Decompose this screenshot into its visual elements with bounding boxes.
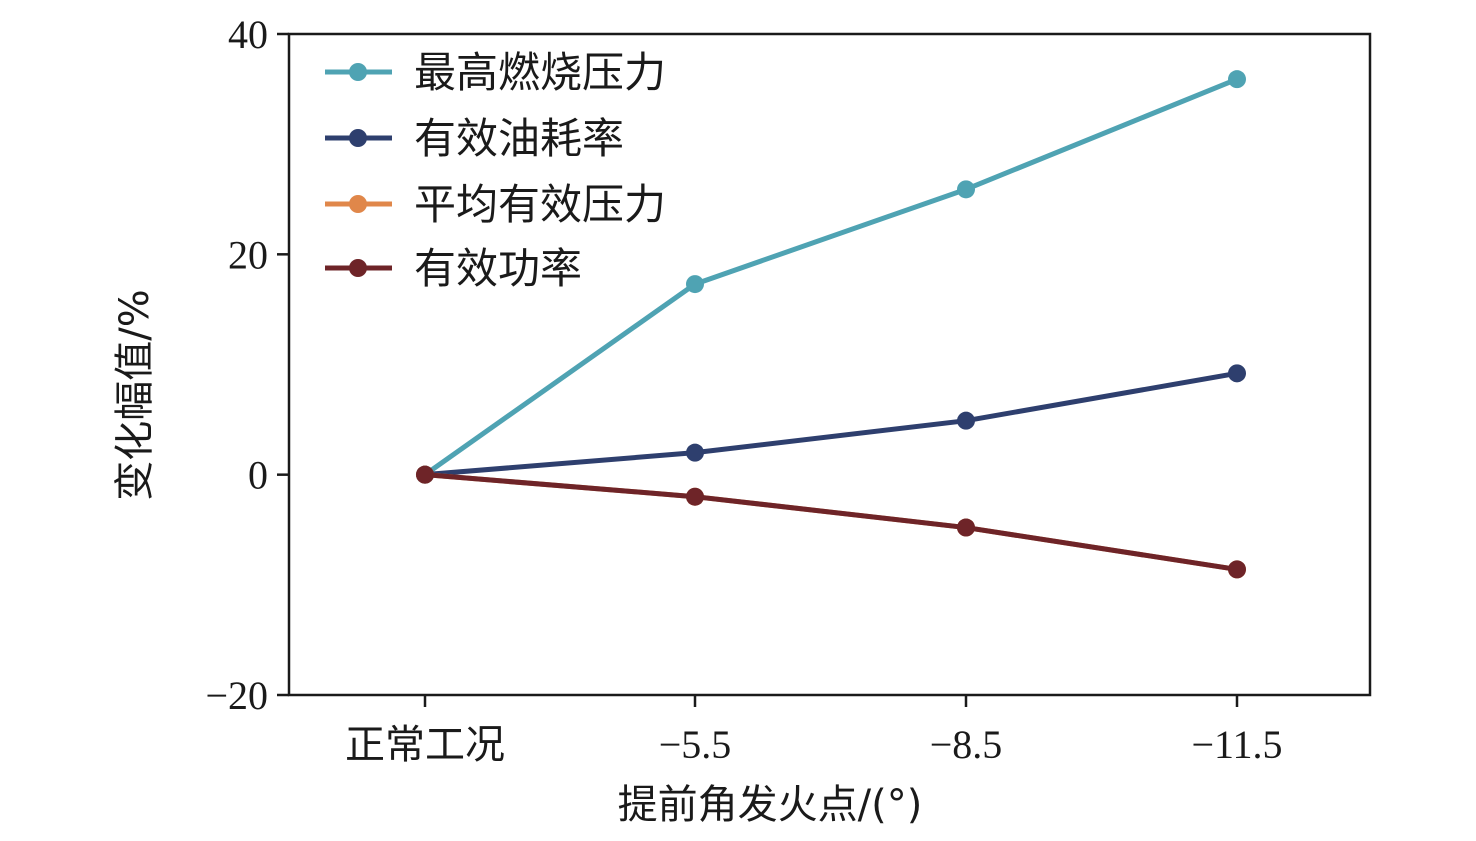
data-point	[686, 275, 704, 294]
legend-swatch-marker	[349, 63, 367, 81]
legend-swatch-marker	[349, 259, 367, 277]
legend-label: 最高燃烧压力	[414, 48, 666, 97]
data-point	[957, 518, 975, 537]
legend-label: 平均有效压力	[414, 180, 666, 229]
y-axis: −20 0 20 40	[205, 12, 289, 718]
series-line	[422, 76, 1240, 478]
x-axis: 正常工况 −5.5 −8.5 −11.5	[345, 695, 1283, 768]
series-line	[422, 472, 1240, 572]
data-point	[957, 180, 975, 199]
x-tick-label: −11.5	[1191, 722, 1282, 767]
y-tick-label: 40	[228, 12, 268, 57]
x-tick-label: −5.5	[659, 722, 732, 767]
data-point	[1228, 70, 1246, 89]
data-point	[1228, 560, 1246, 579]
legend-label: 有效油耗率	[414, 114, 624, 163]
data-point	[686, 443, 704, 462]
legend-swatch-marker	[349, 129, 367, 147]
data-point	[416, 465, 434, 484]
x-axis-title: 提前角发火点/(°)	[618, 782, 923, 828]
plot-frame	[287, 32, 1372, 697]
legend-swatch-marker	[349, 195, 367, 213]
series-layer	[416, 70, 1246, 579]
y-tick-label: −20	[205, 673, 268, 718]
series-line	[422, 370, 1240, 478]
data-point	[1228, 364, 1246, 383]
y-axis-title: 变化幅值/%	[112, 289, 158, 500]
y-tick-label: 0	[248, 453, 268, 498]
data-point	[957, 411, 975, 430]
y-tick-label: 20	[228, 232, 268, 277]
data-point	[686, 487, 704, 506]
legend-label: 有效功率	[414, 244, 582, 293]
x-tick-label: 正常工况	[345, 722, 505, 768]
series-line	[422, 472, 1240, 572]
x-tick-label: −8.5	[930, 722, 1003, 767]
